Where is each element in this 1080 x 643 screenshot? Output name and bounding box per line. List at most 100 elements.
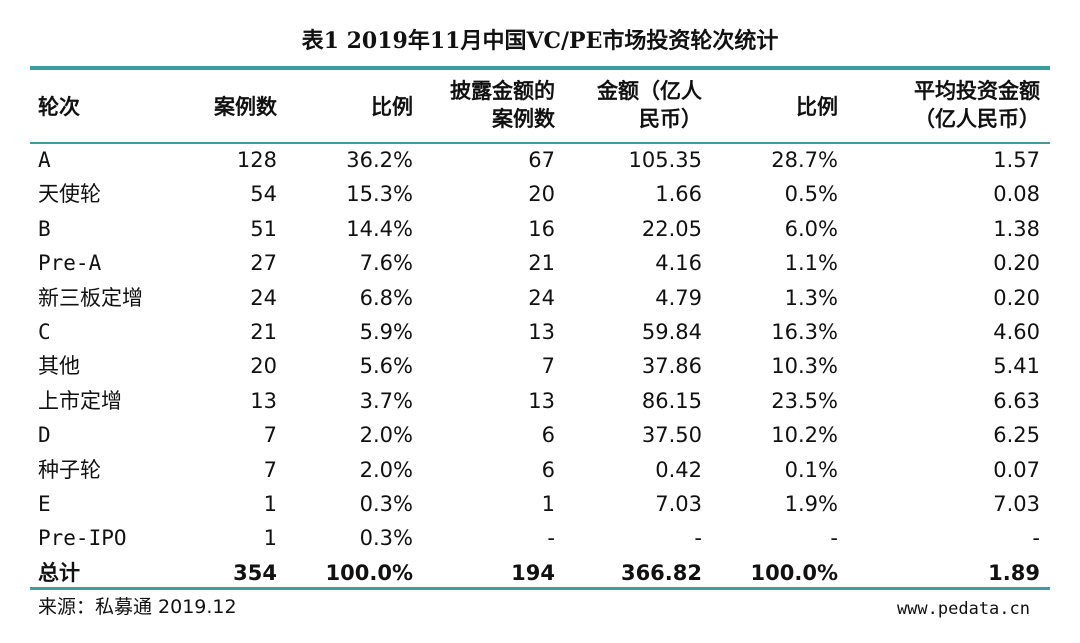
total-cell: 总计	[38, 561, 80, 585]
table-cell: 13	[528, 320, 555, 344]
table-cell: 24	[528, 286, 555, 310]
table-cell: -	[1032, 526, 1040, 550]
table-cell: -	[547, 526, 555, 550]
table-cell: 7	[263, 423, 277, 447]
table-cell: 4.79	[655, 286, 702, 310]
table-cell: 13	[528, 389, 555, 413]
table-cell: 6	[541, 458, 555, 482]
table-cell: 20	[528, 182, 555, 206]
table-cell: 6.0%	[784, 217, 838, 241]
table-cell: Pre-A	[38, 251, 102, 275]
table-cell: 1	[541, 492, 555, 516]
table-cell: 7.03	[655, 492, 702, 516]
table-cell: 67	[528, 148, 555, 172]
table-cell: 59.84	[641, 320, 702, 344]
header-cell: 比例	[371, 95, 413, 119]
table-cell: 21	[250, 320, 277, 344]
table-cell: 1.57	[993, 148, 1040, 172]
table-cell: B	[38, 217, 51, 241]
table-cell: 21	[528, 251, 555, 275]
table-cell: 6.63	[993, 389, 1040, 413]
table-cell: 1.66	[655, 182, 702, 206]
table-cell: 128	[236, 148, 277, 172]
table-cell: 0.07	[993, 458, 1040, 482]
table-cell: 7.6%	[359, 251, 413, 275]
table-cell: 天使轮	[38, 182, 101, 206]
total-cell: 354	[233, 561, 277, 585]
table-cell: 15.3%	[346, 182, 413, 206]
table-cell: 27	[250, 251, 277, 275]
table-cell: 0.20	[993, 286, 1040, 310]
table-cell: 2.0%	[359, 423, 413, 447]
table-cell: 13	[250, 389, 277, 413]
table-cell: 1.9%	[784, 492, 838, 516]
table-cell: 16	[528, 217, 555, 241]
table-cell: 10.2%	[771, 423, 838, 447]
table-cell: 23.5%	[771, 389, 838, 413]
table-cell: 14.4%	[346, 217, 413, 241]
table-cell: 20	[250, 354, 277, 378]
table-cell: 上市定增	[38, 389, 122, 413]
table-cell: 54	[250, 182, 277, 206]
total-cell: 366.82	[620, 561, 702, 585]
table-cell: Pre-IPO	[38, 526, 127, 550]
source: 来源：私募通 2019.12	[38, 596, 237, 618]
table-cell: 其他	[38, 354, 80, 378]
table-cell: -	[830, 526, 838, 550]
table-cell: 7	[541, 354, 555, 378]
table-cell: 0.20	[993, 251, 1040, 275]
table-cell: -	[694, 526, 702, 550]
bottom-rule	[30, 587, 1050, 590]
table-cell: 10.3%	[771, 354, 838, 378]
header-cell: 平均投资金额	[914, 79, 1040, 103]
table-cell: 4.16	[655, 251, 702, 275]
table-cell: 3.7%	[359, 389, 413, 413]
table-cell: 4.60	[993, 320, 1040, 344]
top-rule	[30, 66, 1050, 70]
table-cell: 105.35	[628, 148, 702, 172]
table-cell: 16.3%	[771, 320, 838, 344]
header-cell: （亿人民币）	[914, 107, 1040, 131]
table-cell: 0.1%	[784, 458, 838, 482]
table-cell: A	[38, 148, 51, 172]
table-cell: 5.9%	[359, 320, 413, 344]
table-cell: 6.8%	[359, 286, 413, 310]
header-rule	[30, 142, 1050, 144]
table-cell: 24	[250, 286, 277, 310]
header-cell: 披露金额的	[450, 79, 555, 103]
table-cell: 0.08	[993, 182, 1040, 206]
table-cell: 6	[541, 423, 555, 447]
table-title: 表1 2019年11月中国VC/PE市场投资轮次统计	[301, 28, 779, 54]
table-cell: 1.3%	[784, 286, 838, 310]
table-cell: 新三板定增	[38, 286, 143, 310]
table-cell: 37.50	[641, 423, 702, 447]
total-cell: 194	[511, 561, 555, 585]
header-cell: 案例数	[492, 107, 555, 131]
header-cell: 案例数	[214, 95, 277, 119]
table-cell: 7	[263, 458, 277, 482]
table-cell: E	[38, 492, 51, 516]
table-cell: 种子轮	[38, 458, 101, 482]
table-cell: 0.3%	[359, 492, 413, 516]
table-cell: 37.86	[641, 354, 702, 378]
table-cell: 36.2%	[346, 148, 413, 172]
table-cell: 51	[250, 217, 277, 241]
header-cell: 民币）	[639, 107, 702, 131]
header-cell: 金额（亿人	[597, 79, 702, 103]
table-cell: 1.1%	[784, 251, 838, 275]
table-cell: 28.7%	[771, 148, 838, 172]
table-cell: 86.15	[641, 389, 702, 413]
table-cell: 5.6%	[359, 354, 413, 378]
table-cell: 0.3%	[359, 526, 413, 550]
header-cell: 比例	[796, 95, 838, 119]
table-cell: C	[38, 320, 51, 344]
table-cell: D	[38, 423, 51, 447]
table-cell: 2.0%	[359, 458, 413, 482]
total-cell: 100.0%	[325, 561, 413, 585]
table-cell: 0.42	[655, 458, 702, 482]
total-cell: 100.0%	[750, 561, 838, 585]
table-cell: 1.38	[993, 217, 1040, 241]
table-cell: 6.25	[993, 423, 1040, 447]
header-cell: 轮次	[38, 95, 80, 119]
